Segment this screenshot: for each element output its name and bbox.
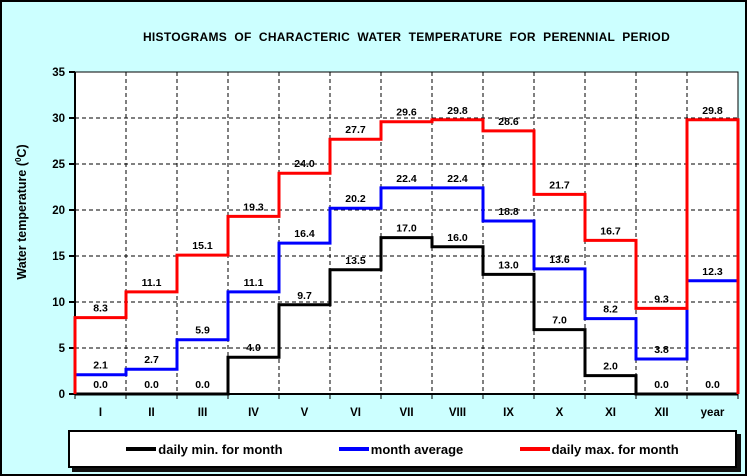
value-label: 16.7	[600, 225, 621, 237]
y-tick-label: 20	[52, 205, 65, 217]
series-line-month-average	[73, 186, 740, 394]
value-label: 2.7	[144, 354, 159, 366]
value-label: 24.0	[294, 158, 315, 170]
y-tick-label: 15	[52, 251, 65, 263]
value-label: 0.0	[705, 379, 720, 391]
value-label: 8.3	[93, 303, 108, 315]
value-label: 12.3	[702, 266, 723, 278]
x-tick-label: VII	[399, 407, 413, 419]
legend-swatch-month-average-line	[338, 447, 369, 451]
value-label: 22.4	[447, 173, 468, 185]
x-tick-label: year	[701, 407, 725, 419]
value-label: 8.2	[603, 304, 618, 316]
chart-title: HISTOGRAMS OF CHARACTERIC WATER TEMPERAT…	[142, 30, 671, 44]
x-tick-label: XI	[605, 407, 616, 419]
value-label: 21.7	[549, 179, 570, 191]
value-label: 9.3	[654, 293, 669, 305]
y-axis-tick-labels: 0 5 10 15 20 25 30 35	[52, 67, 65, 401]
value-label: 18.8	[498, 206, 519, 218]
legend-label-daily-max: daily max. for month	[551, 441, 679, 457]
x-tick-label: XII	[654, 407, 668, 419]
value-label: 13.0	[498, 259, 519, 271]
x-tick-label: VI	[350, 407, 361, 419]
value-label: 17.0	[396, 223, 417, 235]
x-tick-label: VIII	[449, 407, 466, 419]
y-tick-label: 25	[52, 159, 65, 171]
y-tick-label: 35	[52, 67, 65, 79]
value-labels: 0.0 0.0 0.04.09.713.517.016.013.07.02.00.0…	[93, 105, 723, 391]
value-label: 5.9	[195, 325, 210, 337]
value-label: 3.8	[654, 344, 669, 356]
value-label: 9.7	[297, 290, 312, 302]
x-tick-label: X	[556, 407, 564, 419]
x-tick-label: I	[99, 407, 102, 419]
value-label: 22.4	[396, 173, 417, 185]
legend-swatch-daily-min-line	[126, 447, 157, 451]
x-axis-tick-labels: I II III IV V VI VII VIII IX X XI XII year	[99, 407, 725, 419]
x-tick-label: V	[301, 407, 309, 419]
value-label: 27.7	[345, 124, 366, 136]
value-label: 2.0	[603, 361, 618, 373]
value-label: 29.6	[396, 107, 417, 119]
legend-label-daily-min: daily min. for month	[158, 441, 283, 457]
x-tick-label: IX	[503, 407, 514, 419]
legend-label-month-average: month average	[370, 441, 464, 457]
value-label: 16.0	[447, 232, 468, 244]
x-tick-label: II	[148, 407, 154, 419]
value-label: 20.2	[345, 193, 366, 205]
x-tick-label: III	[198, 407, 208, 419]
value-label: 0.0	[654, 379, 669, 391]
y-tick-label: 5	[59, 343, 66, 355]
legend-item-daily-min: daily min. for month	[126, 441, 283, 457]
value-label: 11.1	[142, 277, 162, 289]
series-line-daily-max-for-month	[73, 118, 740, 394]
value-label: 15.1	[192, 240, 213, 252]
y-tick-label: 30	[52, 113, 65, 125]
value-label: 0.0	[195, 379, 210, 391]
value-label: 19.3	[243, 201, 264, 213]
value-label: 7.0	[552, 315, 567, 327]
x-tick-label: IV	[248, 407, 259, 419]
value-label: 2.1	[93, 360, 108, 372]
legend-item-month-average: month average	[338, 441, 464, 457]
value-label: 0.0	[93, 379, 108, 391]
value-label: 28.6	[498, 116, 519, 128]
value-label: 11.1	[244, 277, 264, 289]
value-label: 29.8	[702, 105, 723, 117]
value-label: 13.5	[345, 255, 366, 267]
legend-swatch-daily-max-line	[519, 447, 550, 451]
legend-item-daily-max: daily max. for month	[519, 441, 679, 457]
series-line-daily-min-for-month	[75, 236, 738, 396]
value-label: 13.6	[549, 254, 570, 266]
value-label: 16.4	[294, 228, 315, 240]
y-tick-label: 10	[52, 297, 65, 309]
legend: daily min. for month month average daily…	[68, 430, 737, 468]
value-label: 0.0	[144, 379, 159, 391]
y-tick-label: 0	[59, 389, 65, 401]
value-label: 29.8	[447, 105, 468, 117]
